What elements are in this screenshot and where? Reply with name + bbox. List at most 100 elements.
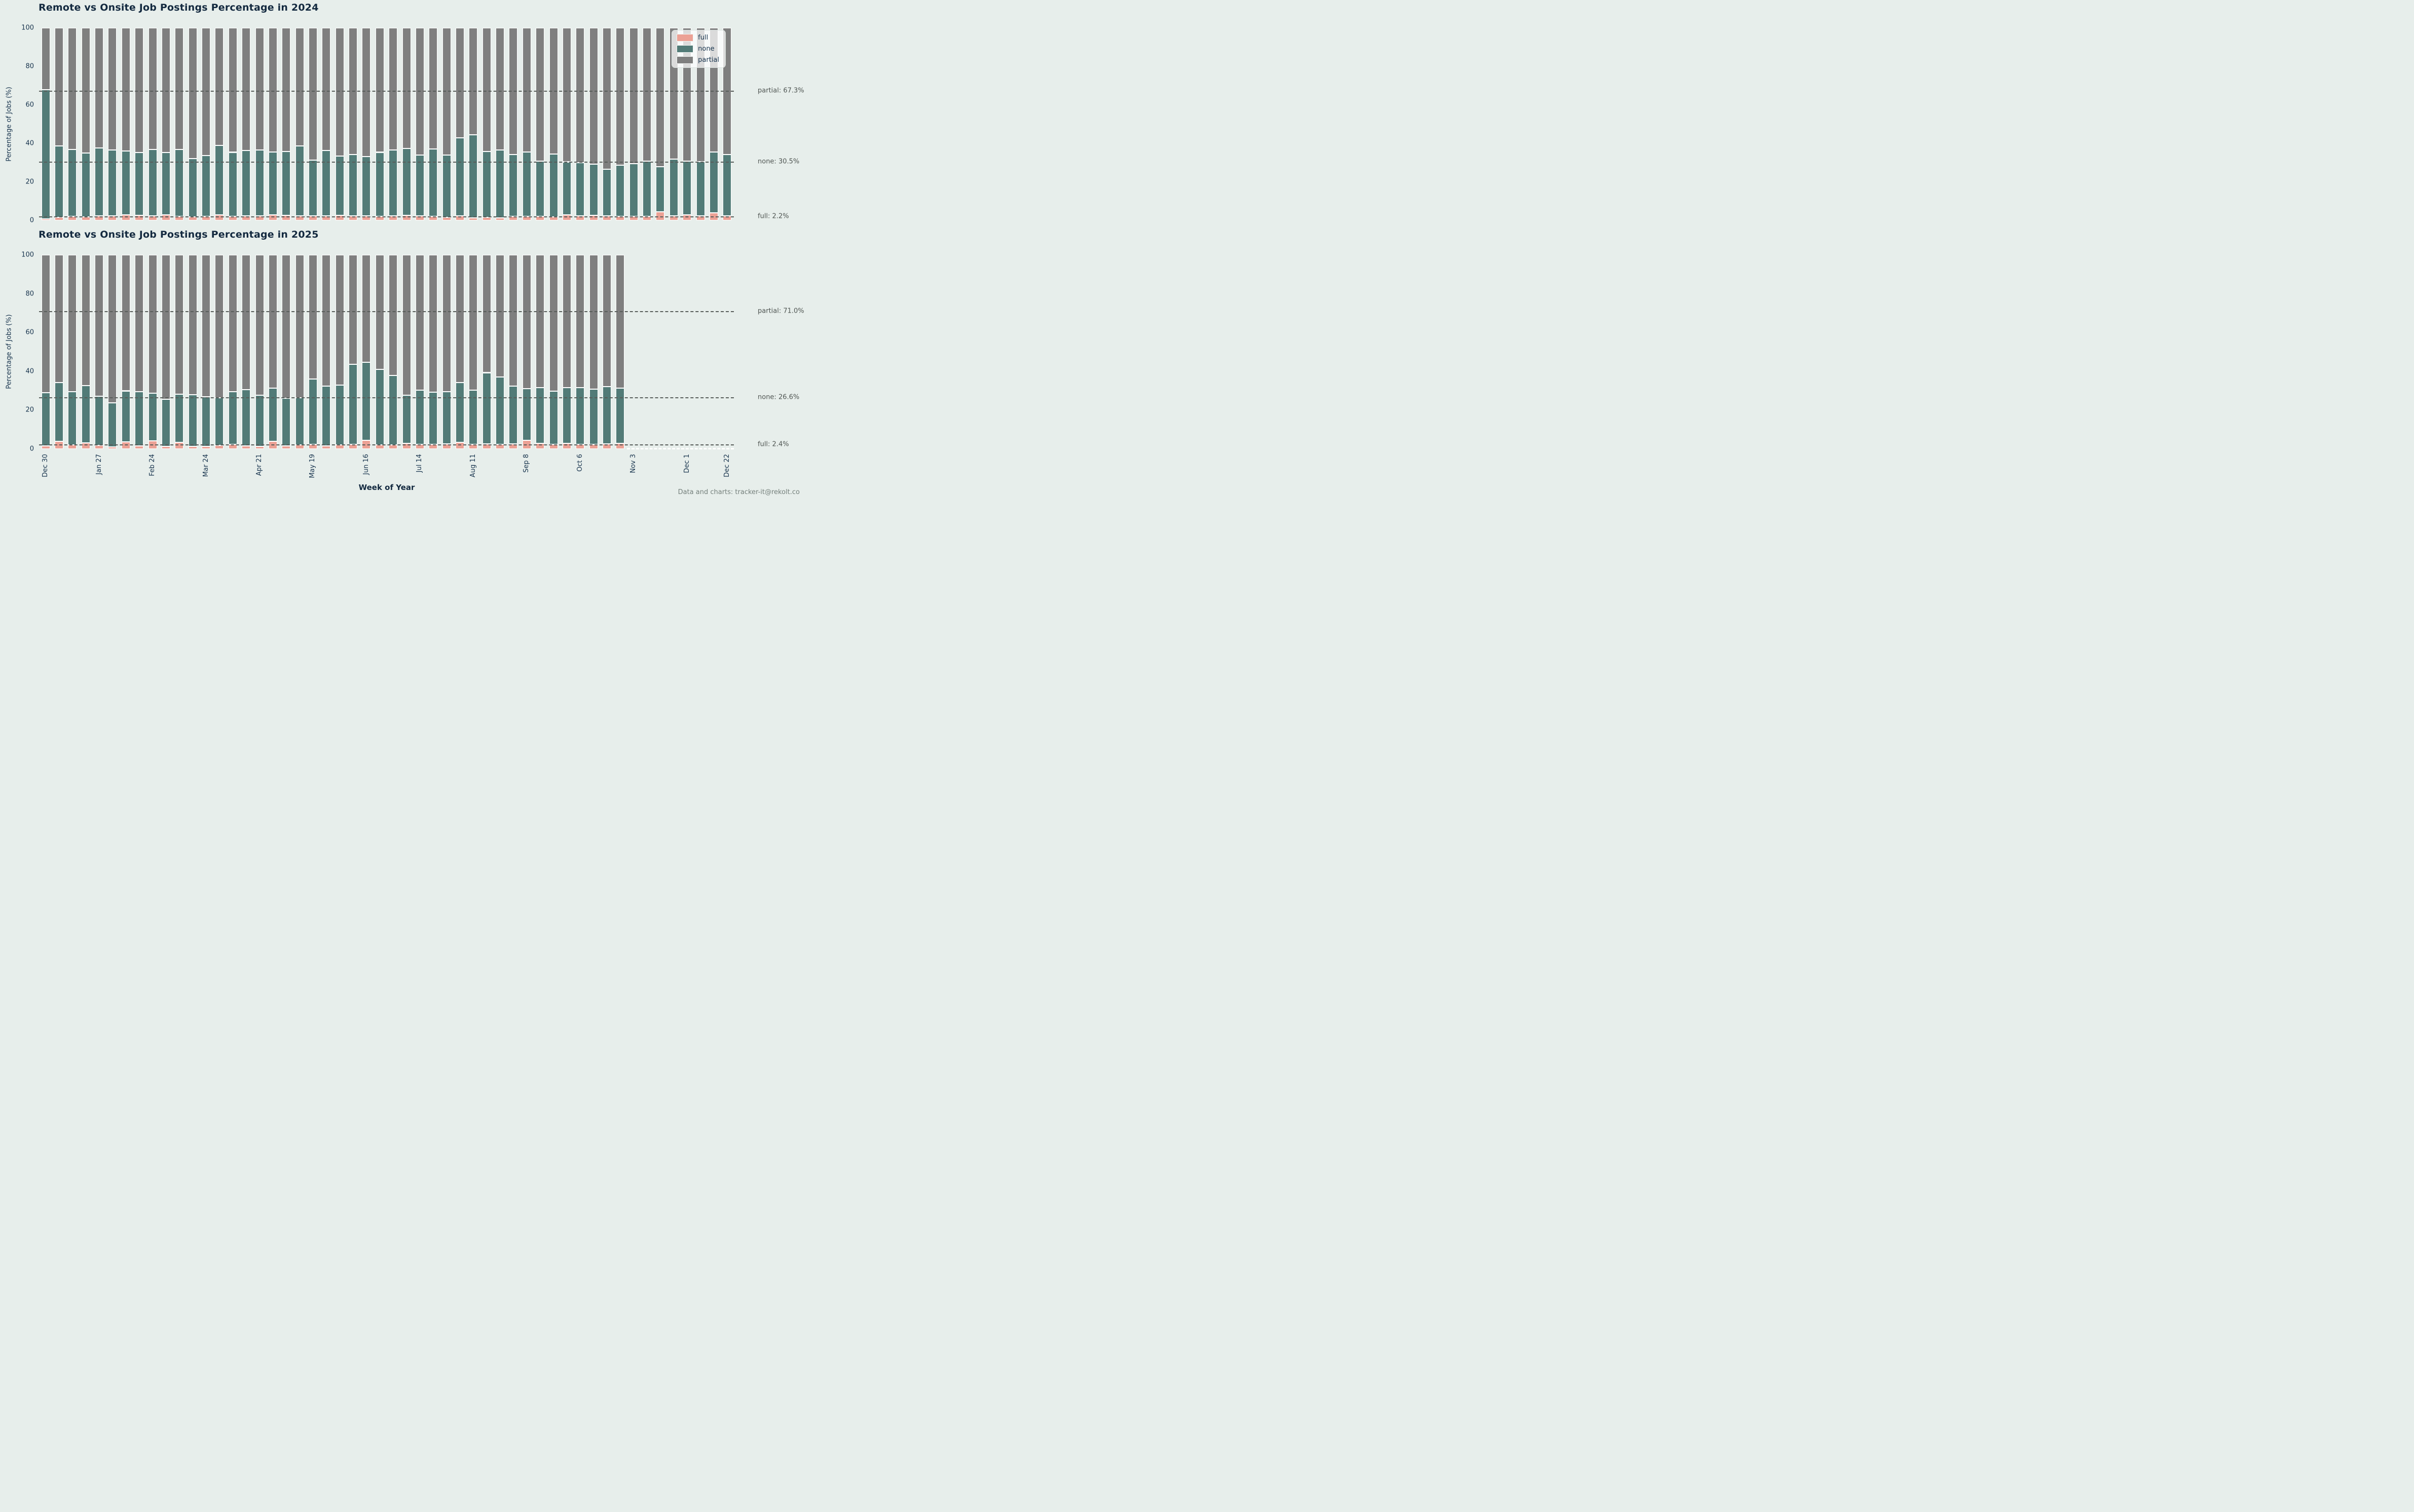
bar-week-42 (587, 28, 600, 220)
bar-week-8 (133, 28, 146, 220)
annotation-label: none: 26.6% (758, 393, 800, 401)
bar-segment-none (215, 397, 224, 446)
bar-segment-partial (135, 28, 144, 153)
bar-segment-none (389, 375, 398, 445)
bar-segment-none (522, 388, 531, 441)
bar-segment-full (135, 215, 144, 220)
bar-week-21 (306, 28, 319, 220)
bar-week-43 (600, 28, 613, 220)
bar-segment-partial (455, 28, 464, 138)
bar-segment-partial (95, 28, 104, 148)
bar-week-30 (427, 255, 440, 449)
bar-segment-partial (389, 255, 398, 376)
legend-swatch-none-icon (677, 45, 694, 53)
bar-segment-full (268, 214, 277, 220)
bar-segment-partial (522, 255, 531, 389)
bar-week-7 (119, 28, 132, 220)
bar-week-43 (600, 255, 613, 449)
x-tick-aug-11: Aug 11 (469, 454, 477, 478)
bar-segment-none (455, 138, 464, 216)
bar-segment-partial (108, 28, 117, 150)
bar-segment-none (255, 395, 264, 447)
bar-week-5 (92, 28, 105, 220)
bar-segment-none (135, 152, 144, 216)
chart1-y-axis-label: Percentage of Jobs (%) (5, 87, 13, 162)
bar-segment-full (683, 214, 692, 220)
bar-segment-none (589, 389, 598, 444)
baseline-dashed-white (627, 448, 734, 449)
annotation-line-none (39, 162, 734, 163)
bar-segment-full (161, 446, 170, 449)
bar-segment-partial (362, 28, 371, 157)
bar-segment-partial (469, 255, 478, 390)
bar-week-17 (253, 28, 266, 220)
bar-segment-none (161, 152, 170, 215)
x-tick-jun-16: Jun 16 (362, 454, 370, 475)
bar-segment-partial (455, 255, 464, 383)
bar-segment-none (68, 149, 77, 217)
bar-week-4 (79, 28, 92, 220)
bar-segment-partial (415, 255, 424, 390)
annotation-label: full: 2.2% (758, 212, 789, 220)
bar-week-2 (52, 28, 65, 220)
bar-segment-full (161, 215, 170, 220)
bar-week-10 (159, 255, 172, 449)
bar-segment-partial (282, 28, 291, 152)
bar-segment-none (295, 397, 304, 445)
bar-segment-full (442, 217, 451, 220)
bar-segment-partial (389, 28, 398, 150)
bar-segment-none (362, 362, 371, 441)
bar-segment-none (709, 152, 718, 213)
bar-segment-partial (41, 255, 50, 393)
bar-segment-none (469, 390, 478, 444)
bar-segment-partial (576, 255, 585, 388)
x-tick-dec-22: Dec 22 (723, 454, 731, 477)
bar-segment-full (536, 443, 545, 449)
footer-credit: Data and charts: tracker-it@rekolt.co (678, 488, 800, 496)
bar-week-26 (373, 28, 386, 220)
bar-segment-none (469, 134, 478, 218)
bar-week-45 (627, 28, 640, 220)
bar-segment-partial (55, 255, 64, 383)
bar-segment-none (95, 148, 104, 216)
bar-segment-full (135, 446, 144, 449)
bar-segment-partial (496, 28, 505, 150)
bar-segment-none (202, 156, 211, 216)
bar-segment-partial (242, 255, 251, 390)
bar-segment-none (175, 149, 184, 217)
bar-week-7 (119, 255, 132, 449)
bar-segment-partial (335, 28, 344, 156)
bar-week-40 (560, 255, 573, 449)
bar-week-29 (413, 255, 426, 449)
x-axis-label: Week of Year (358, 483, 415, 492)
bar-week-14 (213, 28, 226, 220)
annotation-line-partial (39, 91, 734, 92)
bar-segment-full (95, 445, 104, 449)
bar-week-1 (39, 28, 52, 220)
bar-segment-none (68, 392, 77, 445)
bar-segment-partial (603, 255, 612, 387)
bar-segment-partial (41, 28, 50, 90)
bar-segment-full (482, 217, 491, 220)
bar-segment-full (402, 443, 411, 449)
annotation-label: full: 2.4% (758, 440, 789, 448)
bar-week-15 (226, 255, 239, 449)
bar-segment-partial (175, 28, 184, 149)
bar-week-26 (373, 255, 386, 449)
annotation-line-full (39, 444, 734, 445)
bar-segment-full (389, 444, 398, 449)
bar-segment-full (549, 216, 558, 220)
bar-segment-none (81, 385, 90, 443)
bar-segment-partial (589, 28, 598, 165)
y-tick-80: 80 (25, 290, 34, 298)
bar-segment-none (616, 165, 625, 217)
bar-segment-partial (335, 255, 344, 385)
bar-segment-full (81, 442, 90, 449)
bar-segment-partial (643, 28, 652, 161)
bar-segment-partial (402, 255, 411, 395)
bar-segment-none (161, 399, 170, 447)
y-tick-100: 100 (21, 24, 34, 32)
bar-segment-none (415, 390, 424, 444)
legend-label-none: none (698, 45, 715, 53)
bar-segment-none (589, 164, 598, 216)
